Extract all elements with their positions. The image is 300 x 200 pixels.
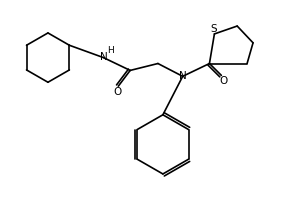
Text: H: H <box>107 46 114 55</box>
Text: S: S <box>210 24 217 34</box>
Text: O: O <box>113 87 122 97</box>
Text: N: N <box>100 52 107 62</box>
Text: O: O <box>219 76 227 86</box>
Text: N: N <box>179 71 187 81</box>
